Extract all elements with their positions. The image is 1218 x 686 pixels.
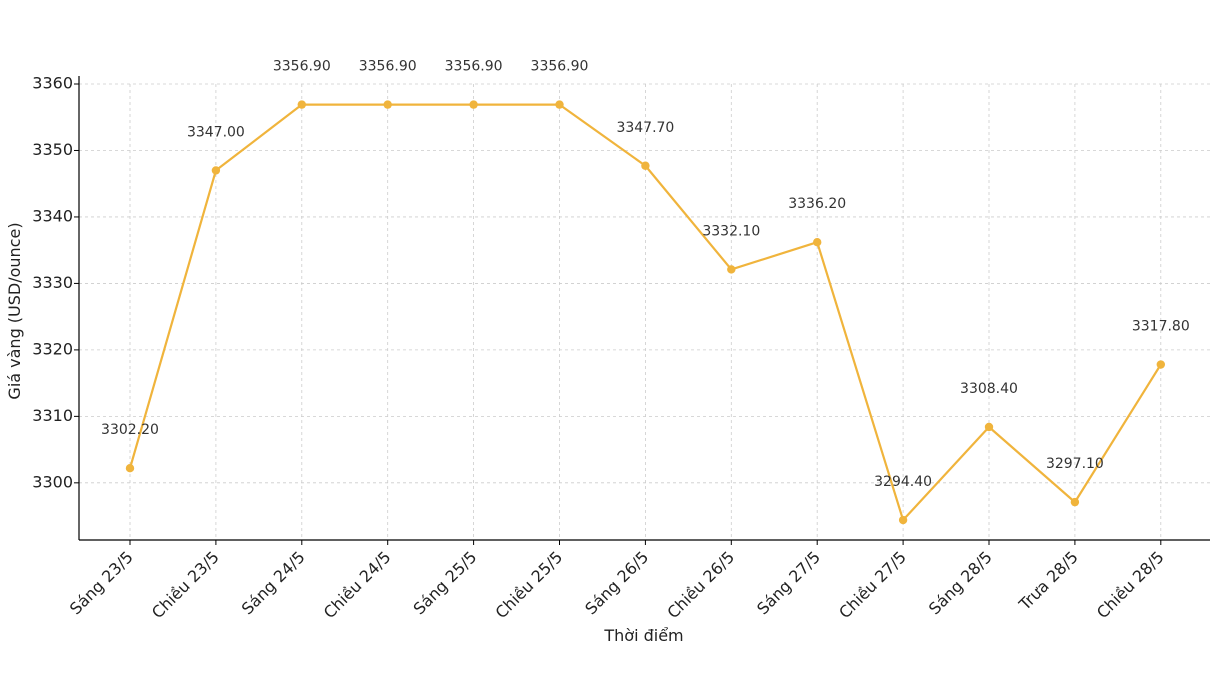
x-tick-label: Sáng 27/5 <box>753 547 824 618</box>
data-point <box>469 100 478 109</box>
x-tick-label: Sáng 23/5 <box>66 547 137 618</box>
y-tick-label: 3300 <box>32 472 73 491</box>
x-tick-label: Chiều 25/5 <box>492 547 567 622</box>
data-point <box>641 161 650 170</box>
data-label: 3356.90 <box>531 59 589 75</box>
grid <box>79 83 1210 540</box>
data-label: 3347.70 <box>616 120 674 136</box>
data-label: 3302.20 <box>101 422 159 438</box>
data-point <box>1156 360 1166 369</box>
data-label: 3297.10 <box>1046 456 1104 472</box>
y-tick-label: 3360 <box>32 74 73 93</box>
data-point <box>898 515 908 525</box>
x-tick-label: Sáng 25/5 <box>410 547 481 618</box>
data-label: 3356.90 <box>273 59 331 75</box>
data-point <box>125 464 135 473</box>
x-tick-label: Chiều 28/5 <box>1093 547 1168 622</box>
x-tick-label: Chiều 24/5 <box>320 547 395 622</box>
x-tick-label: Sáng 28/5 <box>925 547 996 618</box>
y-tick-label: 3320 <box>32 339 73 358</box>
data-label: 3336.20 <box>788 196 846 212</box>
y-axis-title: Giá vàng (USD/ounce) <box>5 222 24 399</box>
data-point <box>555 100 564 109</box>
x-tick-label: Chiều 23/5 <box>148 547 223 622</box>
data-point <box>383 100 392 109</box>
data-point <box>1070 497 1080 507</box>
data-point <box>211 166 221 175</box>
x-tick-label: Chiều 26/5 <box>663 547 738 622</box>
x-axis-title: Thời điểm <box>603 626 683 645</box>
x-tick-label: Trưa 28/5 <box>1015 547 1082 614</box>
data-point <box>813 238 822 247</box>
y-tick-label: 3310 <box>32 406 73 425</box>
data-label: 3356.90 <box>445 59 503 75</box>
x-tick-label: Chiều 27/5 <box>835 547 910 622</box>
data-label: 3308.40 <box>960 381 1018 397</box>
data-label: 3317.80 <box>1132 319 1190 335</box>
x-tick-label: Sáng 26/5 <box>581 547 652 618</box>
data-point <box>984 422 994 432</box>
data-label: 3347.00 <box>187 124 245 140</box>
data-label: 3332.10 <box>702 223 760 239</box>
y-tick-label: 3330 <box>32 273 73 292</box>
data-point <box>727 265 736 274</box>
y-tick-label: 3340 <box>32 206 73 225</box>
x-tick-label: Sáng 24/5 <box>238 547 309 618</box>
y-tick-label: 3350 <box>32 140 73 159</box>
series <box>125 100 1166 525</box>
data-label: 3294.40 <box>874 474 932 490</box>
data-label: 3356.90 <box>359 59 417 75</box>
data-labels: 3302.20 3347.00 3356.90 3356.90 3356.90 3356.… <box>101 59 1190 490</box>
data-point <box>297 100 306 109</box>
